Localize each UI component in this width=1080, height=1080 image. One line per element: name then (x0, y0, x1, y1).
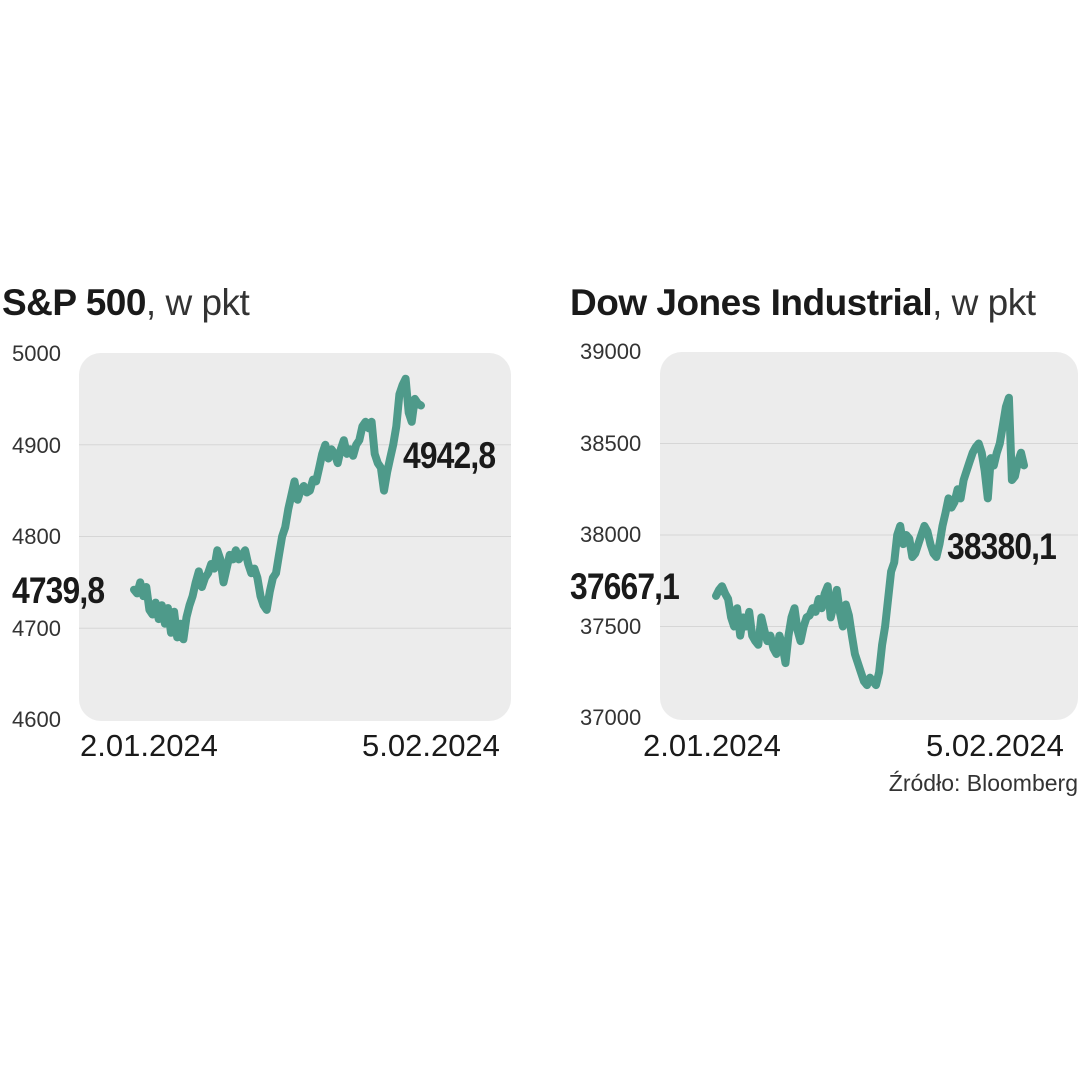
y-tick-label: 4600 (12, 707, 61, 732)
chart-title-dowjones: Dow Jones Industrial, w pkt (570, 282, 1036, 324)
chart-title-main: S&P 500 (2, 282, 146, 323)
chart-title-sp500: S&P 500, w pkt (2, 282, 250, 324)
x-tick-start: 2.01.2024 (643, 728, 781, 763)
sp500-series-line (130, 374, 425, 644)
dowjones-start-value: 37667,1 (570, 566, 680, 607)
y-tick-label: 38500 (580, 431, 642, 456)
y-tick-label: 4800 (12, 524, 61, 549)
source-note: Źródło: Bloomberg (888, 770, 1078, 796)
y-tick-label: 38000 (580, 522, 642, 547)
gridlines (79, 444, 511, 629)
y-tick-label: 4700 (12, 616, 61, 641)
chart-title-main: Dow Jones Industrial (570, 282, 933, 323)
y-tick-label: 4900 (12, 433, 61, 458)
x-tick-end: 5.02.2024 (926, 728, 1064, 763)
dowjones-series-line (712, 393, 1028, 690)
y-tick-label: 37500 (580, 614, 642, 639)
sp500-end-value: 4942,8 (403, 435, 496, 476)
chart-title-unit: , w pkt (932, 282, 1036, 323)
chart-title-unit: , w pkt (145, 282, 250, 323)
dowjones-end-value: 38380,1 (947, 526, 1057, 567)
y-tick-label: 37000 (580, 705, 642, 730)
x-tick-start: 2.01.2024 (80, 728, 218, 763)
sp500-start-value: 4739,8 (12, 570, 105, 611)
x-tick-end: 5.02.2024 (362, 728, 500, 763)
y-tick-label: 5000 (12, 341, 61, 366)
y-tick-label: 39000 (580, 339, 642, 364)
